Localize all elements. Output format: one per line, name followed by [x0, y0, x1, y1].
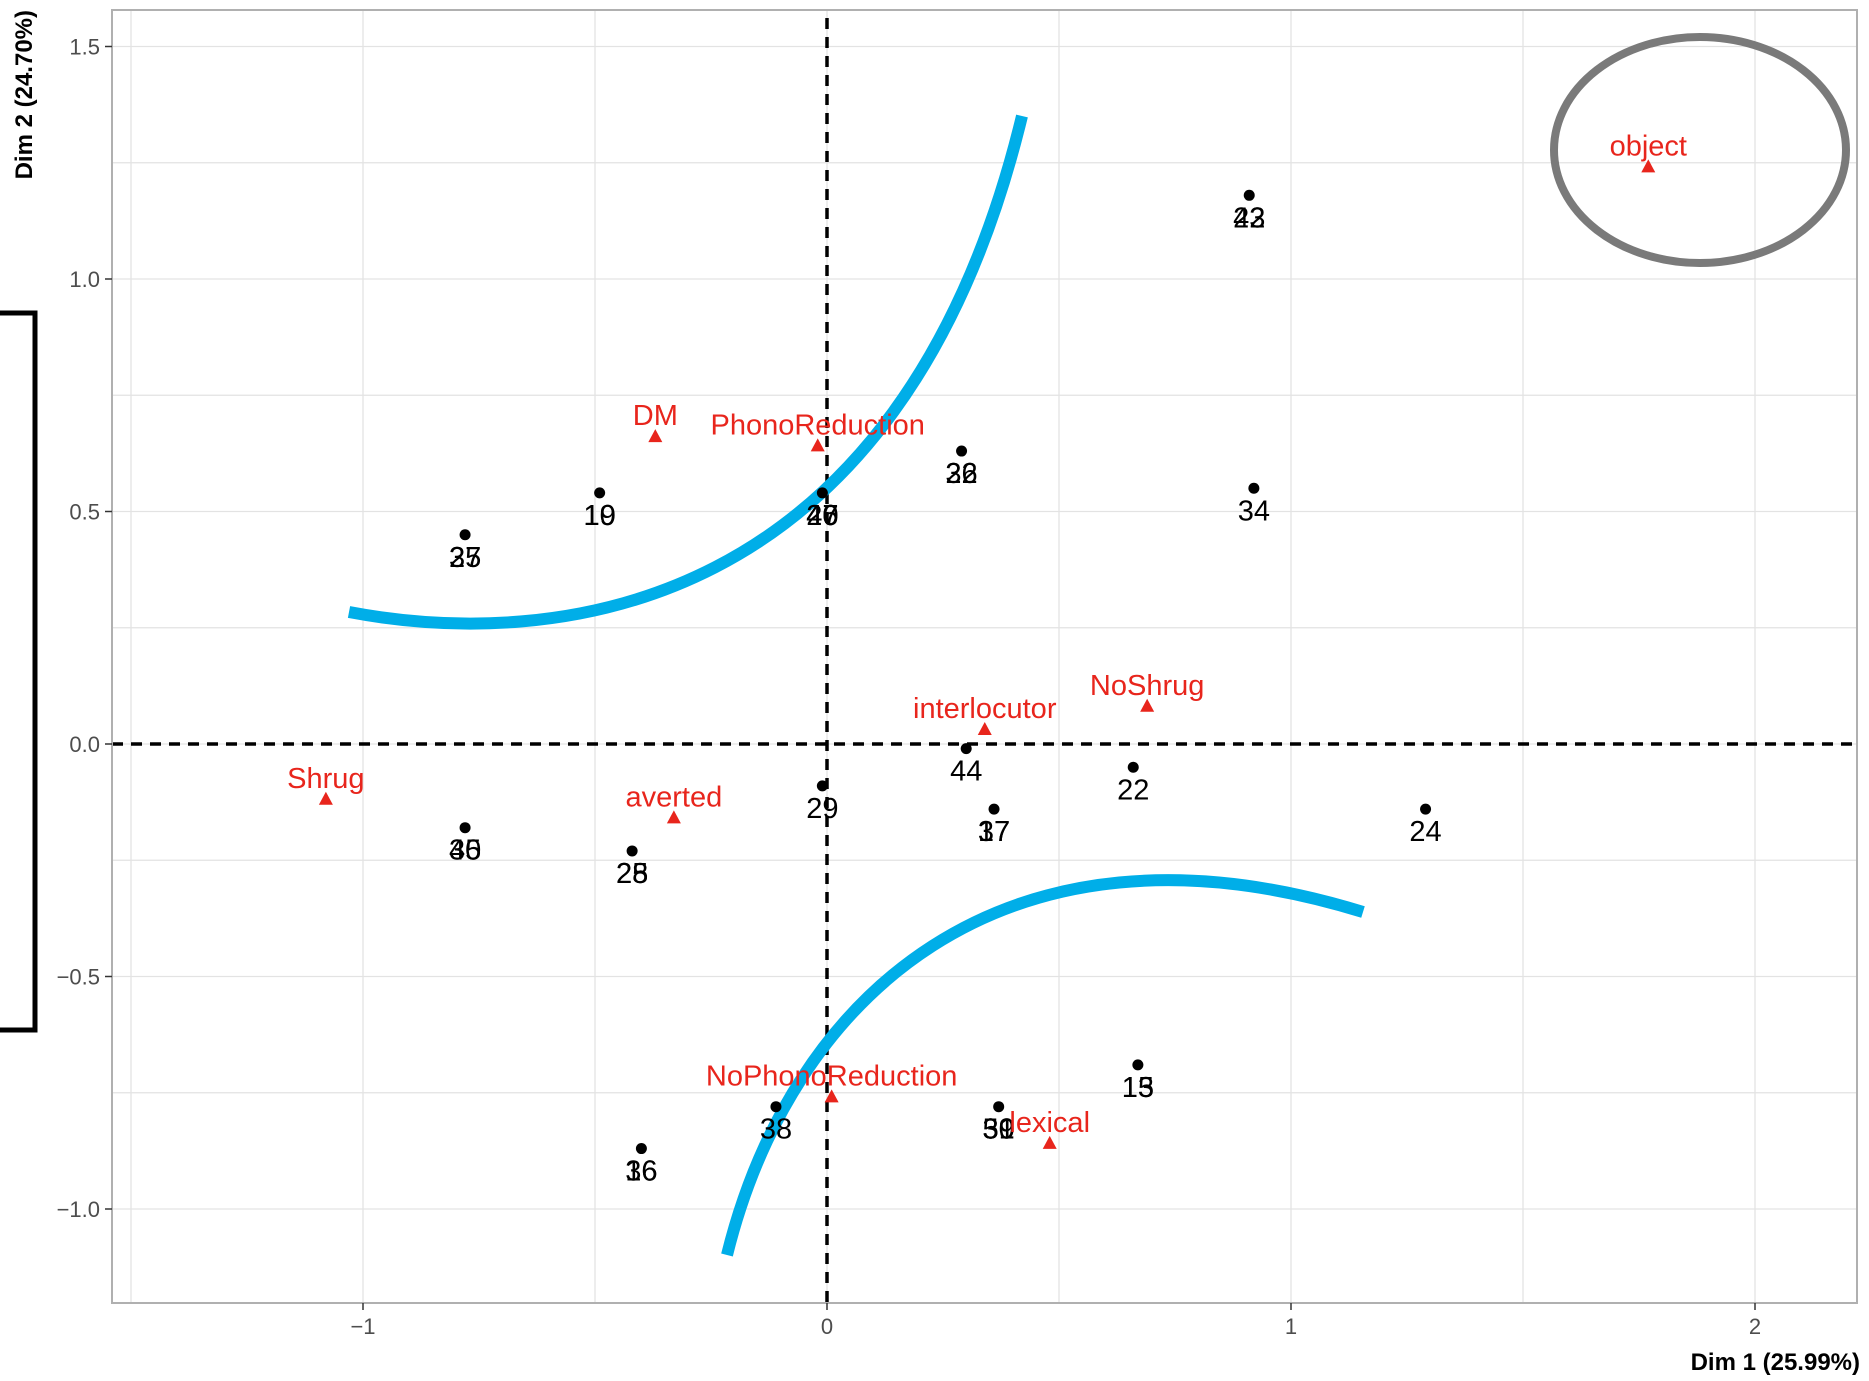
variable-point: [810, 438, 825, 452]
individual-point: [960, 743, 972, 755]
individual-label: 45: [449, 835, 481, 867]
variable-point: [1140, 698, 1155, 712]
variable-label: NoPhonoReduction: [706, 1060, 958, 1092]
variable-label: Shrug: [287, 763, 364, 795]
y-tick-label: 0.0: [69, 732, 100, 757]
individual-label: 46: [806, 500, 838, 532]
variable-point: [648, 429, 663, 443]
individual-point: [770, 1101, 782, 1113]
individual-label: 26: [945, 458, 977, 490]
variable-label: PhonoReduction: [710, 409, 924, 441]
variable-point: [318, 791, 333, 805]
individual-label: 24: [1409, 816, 1441, 848]
individual-label: 19: [584, 500, 616, 532]
individual-point: [1132, 1059, 1144, 1071]
individual-label: 22: [1117, 774, 1149, 806]
individual-label: 16: [625, 1156, 657, 1188]
variable-labels: DM PhonoReduction object NoShrug interlocuto…: [287, 130, 1687, 1139]
variable-point: [977, 722, 992, 736]
individual-label: 31: [983, 1114, 1015, 1146]
individual-label: 10: [584, 500, 616, 532]
x-axis-title: Dim 1 (25.99%): [1691, 1349, 1860, 1376]
axis-ticks: −1 0 1 2 −1.0 −0.5 0.0 0.5 1.0 1.5: [57, 35, 1762, 1340]
y-tick-label: 0.5: [69, 500, 100, 525]
individual-point: [1127, 761, 1139, 773]
individual-label: 28: [616, 858, 648, 890]
individual-label: 44: [950, 756, 982, 788]
individual-label: 23: [1233, 202, 1265, 234]
individual-label: 34: [1238, 495, 1270, 527]
x-tick-label: 0: [821, 1314, 833, 1339]
individual-label: 29: [806, 793, 838, 825]
individual-point: [1420, 803, 1432, 815]
individual-point: [816, 487, 828, 499]
variable-label: DM: [633, 400, 678, 432]
individual-point: [956, 445, 968, 457]
y-tick-label: −0.5: [57, 965, 100, 990]
individual-label: 15: [1122, 1072, 1154, 1104]
individual-label: 36: [625, 1156, 657, 1188]
plot-panel-border: [111, 9, 1858, 1304]
x-tick-label: −1: [350, 1314, 375, 1339]
variable-label: interlocutor: [913, 693, 1057, 725]
variable-points: [318, 159, 1656, 1149]
individual-label: 20: [806, 500, 838, 532]
individual-label: 25: [616, 858, 648, 890]
y-axis-title: Dim 2 (24.70%): [11, 10, 38, 179]
variable-label: NoShrug: [1090, 670, 1204, 702]
individual-point: [993, 1101, 1005, 1113]
highlight-ellipse: [1550, 33, 1850, 267]
individual-label: 37: [978, 816, 1010, 848]
variable-point: [1641, 159, 1656, 173]
individual-label: 17: [978, 816, 1010, 848]
y-tick-label: 1.5: [69, 35, 100, 60]
x-tick-label: 2: [1749, 1314, 1761, 1339]
individual-point: [594, 487, 606, 499]
reference-lines: [112, 18, 1857, 1303]
individual-point: [635, 1143, 647, 1155]
variable-point: [666, 810, 681, 824]
variable-label: lexical: [1009, 1107, 1090, 1139]
individual-label: 35: [449, 542, 481, 574]
individual-points: [459, 189, 1432, 1155]
y-tick-label: 1.0: [69, 267, 100, 292]
grid-lines: [112, 10, 1857, 1303]
variable-label: object: [1610, 130, 1687, 162]
annotation-curve-lower: [721, 874, 1365, 1257]
individual-label: 32: [945, 458, 977, 490]
individual-point: [459, 529, 471, 541]
individual-label: 38: [760, 1114, 792, 1146]
annotations: [0, 33, 1850, 1257]
variable-label: averted: [626, 781, 723, 813]
annotation-curve-upper: [347, 114, 1028, 630]
variable-point: [824, 1089, 839, 1103]
individual-label: 39: [983, 1114, 1015, 1146]
individual-label: 13: [1122, 1072, 1154, 1104]
individual-label: 42: [1233, 202, 1265, 234]
individual-label: 50: [983, 1114, 1015, 1146]
individual-label: 27: [449, 542, 481, 574]
x-tick-label: 1: [1285, 1314, 1297, 1339]
individual-label: 30: [449, 835, 481, 867]
y-tick-label: −1.0: [57, 1197, 100, 1222]
individual-label: 40: [806, 500, 838, 532]
individual-point: [816, 780, 828, 792]
variable-point: [1042, 1135, 1057, 1149]
individual-point: [1248, 482, 1260, 494]
individual-point: [626, 845, 638, 857]
left-bracket: [0, 310, 38, 1033]
individual-point: [988, 803, 1000, 815]
individual-point: [459, 822, 471, 834]
individual-point: [1243, 189, 1255, 201]
individual-label: 47: [806, 500, 838, 532]
